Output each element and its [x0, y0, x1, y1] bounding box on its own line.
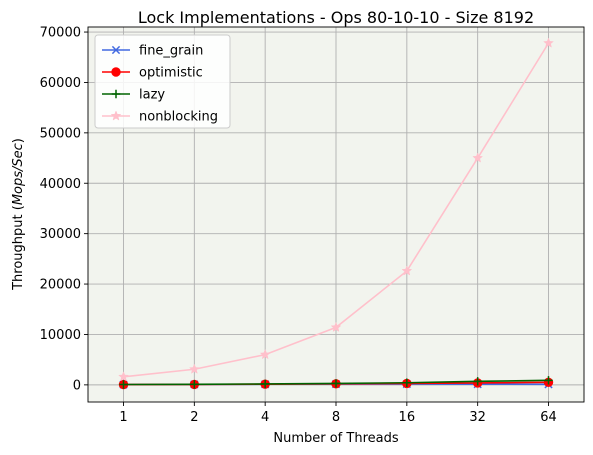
series-layer — [118, 37, 554, 390]
legend-label-fine-grain: fine_grain — [139, 44, 203, 59]
y-tick-label: 0 — [73, 378, 81, 393]
y-tick-label: 50000 — [40, 126, 81, 141]
legend-label-nonblocking: nonblocking — [139, 110, 218, 125]
data-point-nonblocking — [259, 348, 271, 360]
data-point-nonblocking — [118, 371, 129, 382]
legend-label-lazy: lazy — [139, 88, 165, 103]
y-axis-label-unit: Mops/Sec — [11, 143, 26, 205]
y-tick-label: 20000 — [40, 278, 81, 293]
data-point-lazy — [331, 379, 341, 388]
y-tick-label: 70000 — [40, 26, 81, 41]
chart-title: Lock Implementations - Ops 80-10-10 - Si… — [138, 8, 534, 27]
y-tick-label: 60000 — [40, 76, 81, 91]
data-point-lazy — [190, 380, 199, 389]
y-axis-label: Throughput (Mops/Sec) — [11, 138, 26, 291]
y-axis-label-prefix: Throughput ( — [11, 205, 26, 291]
data-point-lazy — [402, 378, 412, 387]
legend-marker-optimistic — [111, 67, 121, 77]
series-nonblocking — [118, 37, 554, 382]
series-lazy — [119, 376, 553, 389]
x-tick-label: 8 — [332, 410, 340, 425]
legend-box — [94, 34, 231, 129]
x-tick-label: 4 — [261, 410, 269, 425]
legend-marker-lazy — [111, 89, 121, 99]
legend-label-optimistic: optimistic — [139, 66, 203, 81]
data-point-nonblocking — [330, 321, 342, 332]
x-tick-label: 32 — [469, 410, 486, 425]
x-tick-label: 64 — [540, 410, 557, 425]
data-point-lazy — [119, 380, 128, 389]
data-point-nonblocking — [472, 152, 484, 163]
data-point-lazy — [544, 376, 553, 385]
x-axis-label: Number of Threads — [273, 431, 398, 446]
x-tick-label: 1 — [119, 410, 127, 425]
x-tick-label: 2 — [190, 410, 198, 425]
y-tick-label: 30000 — [40, 227, 81, 242]
x-tick-label: 16 — [399, 410, 416, 425]
legend-marker-nonblocking — [110, 110, 122, 121]
data-point-nonblocking — [188, 363, 200, 374]
y-tick-label: 10000 — [40, 328, 81, 343]
data-point-nonblocking — [401, 265, 413, 276]
y-axis-label-suffix: ) — [11, 138, 26, 143]
data-point-nonblocking — [543, 37, 554, 48]
x-axis: 1 2 4 8 16 32 64 — [119, 402, 557, 425]
legend-marker-fine-grain — [111, 45, 121, 55]
data-point-lazy — [473, 377, 482, 386]
y-tick-label: 40000 — [40, 177, 81, 192]
y-axis: 0 10000 20000 30000 40000 50000 60000 70000 — [40, 26, 88, 393]
data-point-lazy — [260, 379, 270, 389]
legend: fine_grain optimistic lazy nonblocking — [94, 34, 231, 129]
